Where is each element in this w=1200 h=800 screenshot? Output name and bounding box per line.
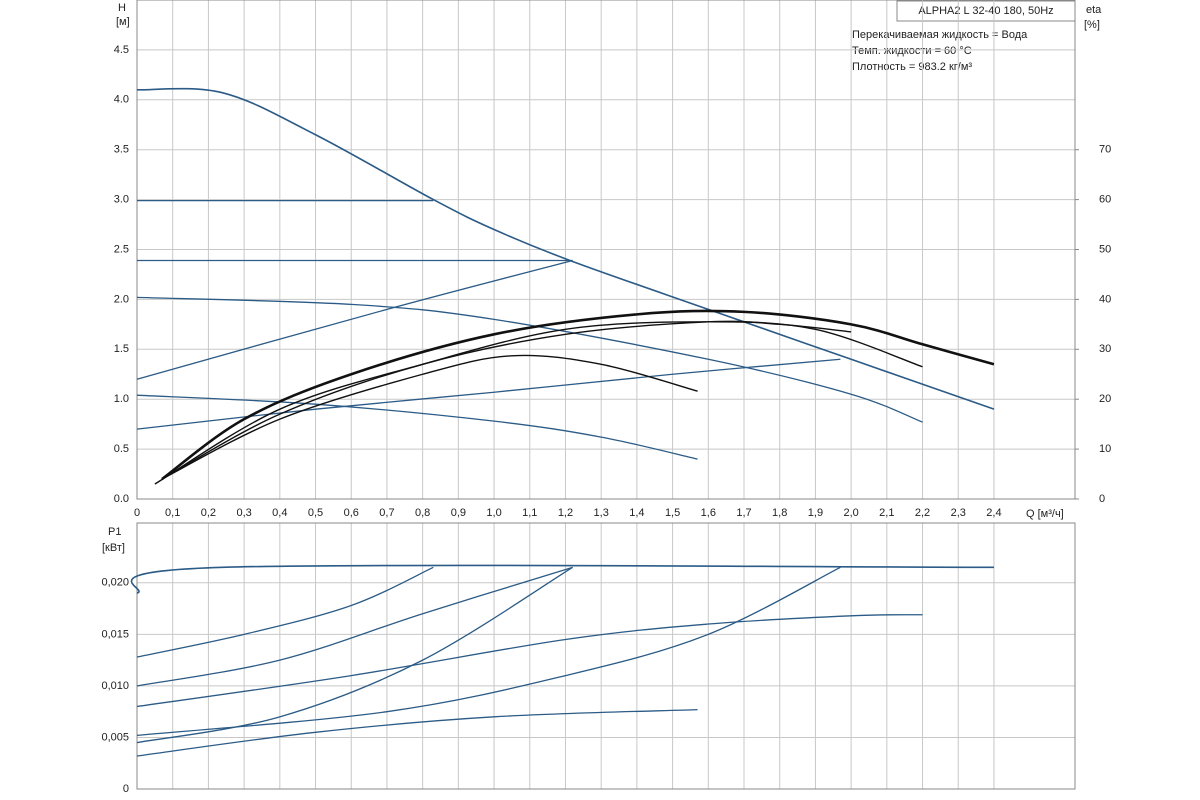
x-tick-label: 2,0: [843, 507, 858, 519]
y-tick-label: 4.5: [114, 44, 129, 56]
y-tick-label: 2.0: [114, 293, 129, 305]
plot-frame: [136, 0, 1076, 500]
curve: [136, 394, 698, 460]
x-tick-label: 1,4: [629, 507, 644, 519]
x-tick-label: 1,8: [772, 507, 787, 519]
x-tick-label: 0,2: [201, 507, 216, 519]
annotation: Плотность = 983.2 кг/м³: [852, 61, 972, 73]
y-tick-label: 0,005: [101, 731, 129, 743]
y-tick-label: 0,010: [101, 680, 129, 692]
x-tick-label: 0,7: [379, 507, 394, 519]
y-tick-label: 0.5: [114, 443, 129, 455]
y-tick-label: 0,020: [101, 577, 129, 589]
y-tick-label: 3.0: [114, 194, 129, 206]
x-tick-label: 0,5: [308, 507, 323, 519]
y-tick-label: 0: [123, 783, 129, 795]
y2-tick-label: 70: [1099, 144, 1111, 156]
curve: [136, 566, 573, 687]
annotation: Перекачиваемая жидкость = Вода: [852, 29, 1028, 41]
y-tick-label: 4.0: [114, 94, 129, 106]
x-tick-label: 1,1: [522, 507, 537, 519]
x-tick-label: 1,3: [594, 507, 609, 519]
y-tick-label: 0.0: [114, 493, 129, 505]
x-tick-label: 2,4: [986, 507, 1001, 519]
x-tick-label: 2,2: [915, 507, 930, 519]
y-axis-unit: [м]: [116, 16, 130, 28]
x-tick-label: 1,2: [558, 507, 573, 519]
y2-tick-label: 40: [1099, 293, 1111, 305]
curve: [161, 309, 995, 481]
x-tick-label: 1,7: [736, 507, 751, 519]
y2-tick-label: 60: [1099, 194, 1111, 206]
y2-tick-label: 0: [1099, 493, 1105, 505]
curve: [136, 614, 923, 708]
y2-tick-label: 50: [1099, 243, 1111, 255]
y-axis-unit: [кВт]: [102, 542, 125, 554]
plot-frame: [136, 522, 1076, 790]
y2-tick-label: 10: [1099, 443, 1111, 455]
x-tick-label: 1,5: [665, 507, 680, 519]
y2-tick-label: 20: [1099, 393, 1111, 405]
x-tick-label: 1,6: [701, 507, 716, 519]
curve: [136, 259, 573, 380]
x-tick-label: 0,9: [451, 507, 466, 519]
x-tick-label: 2,1: [879, 507, 894, 519]
y2-tick-label: 30: [1099, 343, 1111, 355]
y-axis-label: H: [118, 2, 126, 14]
x-tick-label: 0: [134, 507, 140, 519]
x-tick-label: 1,0: [486, 507, 501, 519]
curve: [136, 296, 923, 423]
x-axis-label: Q [м³/ч]: [1026, 508, 1064, 520]
curve: [136, 87, 995, 410]
curve: [136, 708, 698, 757]
y-axis-label: P1: [108, 526, 121, 538]
curve: [136, 566, 434, 658]
y-tick-label: 3.5: [114, 144, 129, 156]
y-tick-label: 1.0: [114, 393, 129, 405]
y2-axis-unit: [%]: [1084, 19, 1100, 31]
curve: [136, 566, 573, 744]
x-tick-label: 0,3: [236, 507, 251, 519]
x-tick-label: 1,9: [808, 507, 823, 519]
y-tick-label: 1.5: [114, 343, 129, 355]
x-tick-label: 0,6: [344, 507, 359, 519]
curve: [136, 566, 841, 737]
x-tick-label: 0,1: [165, 507, 180, 519]
curve: [154, 321, 923, 485]
x-tick-label: 0,4: [272, 507, 287, 519]
y-tick-label: 2.5: [114, 243, 129, 255]
x-tick-label: 0,8: [415, 507, 430, 519]
y2-axis-label: eta: [1086, 4, 1102, 16]
curve: [161, 320, 852, 480]
chart-title: ALPHA2 L 32-40 180, 50Hz: [918, 5, 1053, 17]
y-tick-label: 0,015: [101, 628, 129, 640]
annotation: Темп. жидкости = 60 °C: [852, 45, 972, 57]
curve: [161, 354, 698, 480]
curve: [130, 564, 994, 594]
x-tick-label: 2,3: [951, 507, 966, 519]
